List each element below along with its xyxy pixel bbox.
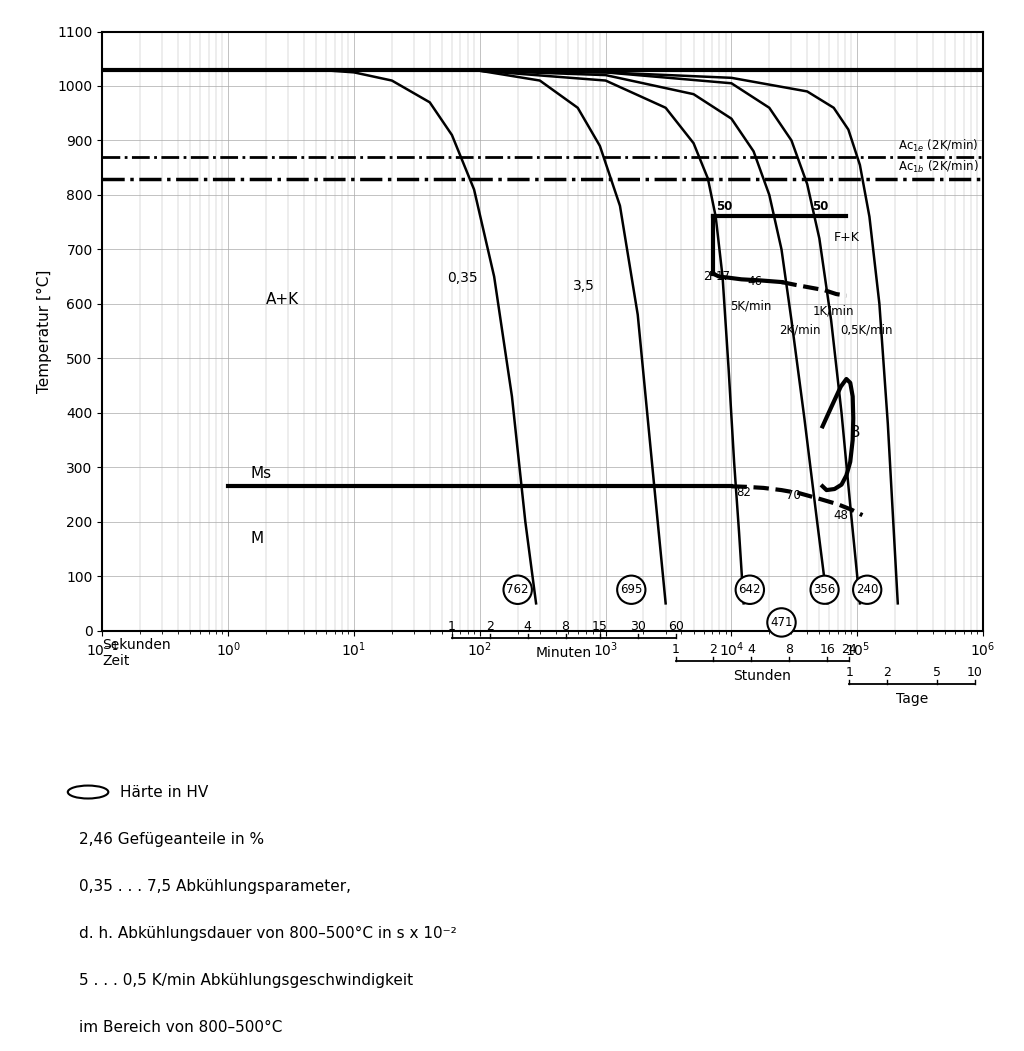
Text: im Bereich von 800–500°C: im Bereich von 800–500°C (79, 1019, 283, 1035)
Text: 60: 60 (668, 620, 684, 633)
Text: 8: 8 (785, 643, 794, 656)
Text: d. h. Abkühlungsdauer von 800–500°C in s x 10⁻²: d. h. Abkühlungsdauer von 800–500°C in s… (79, 926, 457, 941)
Text: 642: 642 (738, 583, 761, 596)
Text: B: B (850, 426, 860, 440)
Text: 2: 2 (485, 620, 494, 633)
Text: Ms: Ms (250, 466, 271, 481)
Text: 0,35: 0,35 (447, 271, 478, 285)
Text: Zeit: Zeit (102, 654, 130, 667)
Text: 50: 50 (716, 200, 732, 213)
Text: M: M (250, 532, 263, 547)
Text: 30: 30 (630, 620, 646, 633)
Text: 3,5: 3,5 (573, 280, 595, 293)
Text: 356: 356 (813, 583, 836, 596)
Text: 82: 82 (736, 486, 752, 498)
Text: 762: 762 (507, 583, 529, 596)
Text: 50: 50 (812, 200, 828, 213)
Text: 24: 24 (842, 643, 857, 656)
Text: 240: 240 (856, 583, 879, 596)
Text: 2: 2 (703, 270, 711, 284)
Text: 471: 471 (770, 616, 793, 628)
Text: Sekunden: Sekunden (102, 638, 171, 653)
Text: 2K/min: 2K/min (779, 324, 821, 336)
Text: 2,46 Gefügeanteile in %: 2,46 Gefügeanteile in % (79, 831, 264, 847)
Text: Tage: Tage (896, 692, 929, 706)
Text: 46: 46 (748, 274, 763, 288)
Text: 4: 4 (748, 643, 756, 656)
Text: 695: 695 (621, 583, 642, 596)
Text: 70: 70 (785, 489, 801, 501)
Text: 8: 8 (561, 620, 569, 633)
Text: 0,5K/min: 0,5K/min (840, 324, 893, 336)
Y-axis label: Temperatur [°C]: Temperatur [°C] (37, 269, 52, 393)
Text: 2: 2 (883, 666, 891, 679)
Text: A+K: A+K (266, 292, 299, 307)
Text: 48: 48 (834, 509, 849, 522)
Text: 10: 10 (967, 666, 983, 679)
Text: 5 . . . 0,5 K/min Abkühlungsgeschwindigkeit: 5 . . . 0,5 K/min Abkühlungsgeschwindigk… (79, 973, 413, 988)
Text: 4: 4 (523, 620, 531, 633)
Text: 0,35 . . . 7,5 Abkühlungsparameter,: 0,35 . . . 7,5 Abkühlungsparameter, (79, 879, 351, 893)
Text: 1K/min: 1K/min (812, 305, 854, 317)
Text: 15: 15 (592, 620, 608, 633)
Text: 17: 17 (716, 270, 731, 284)
Text: Ac$_{1e}$ (2K/min): Ac$_{1e}$ (2K/min) (898, 138, 979, 153)
Text: Ac$_{1b}$ (2K/min): Ac$_{1b}$ (2K/min) (898, 159, 979, 176)
Text: 1: 1 (672, 643, 680, 656)
Text: Stunden: Stunden (733, 669, 792, 683)
Text: 2: 2 (710, 643, 718, 656)
Text: 5K/min: 5K/min (730, 300, 772, 312)
Text: Härte in HV: Härte in HV (121, 784, 209, 800)
Text: 1: 1 (845, 666, 853, 679)
Text: P: P (709, 270, 716, 284)
Text: 5: 5 (933, 666, 941, 679)
Text: 1: 1 (447, 620, 456, 633)
Text: 16: 16 (819, 643, 835, 656)
Text: Minuten: Minuten (536, 646, 592, 660)
Text: F+K: F+K (834, 231, 859, 244)
